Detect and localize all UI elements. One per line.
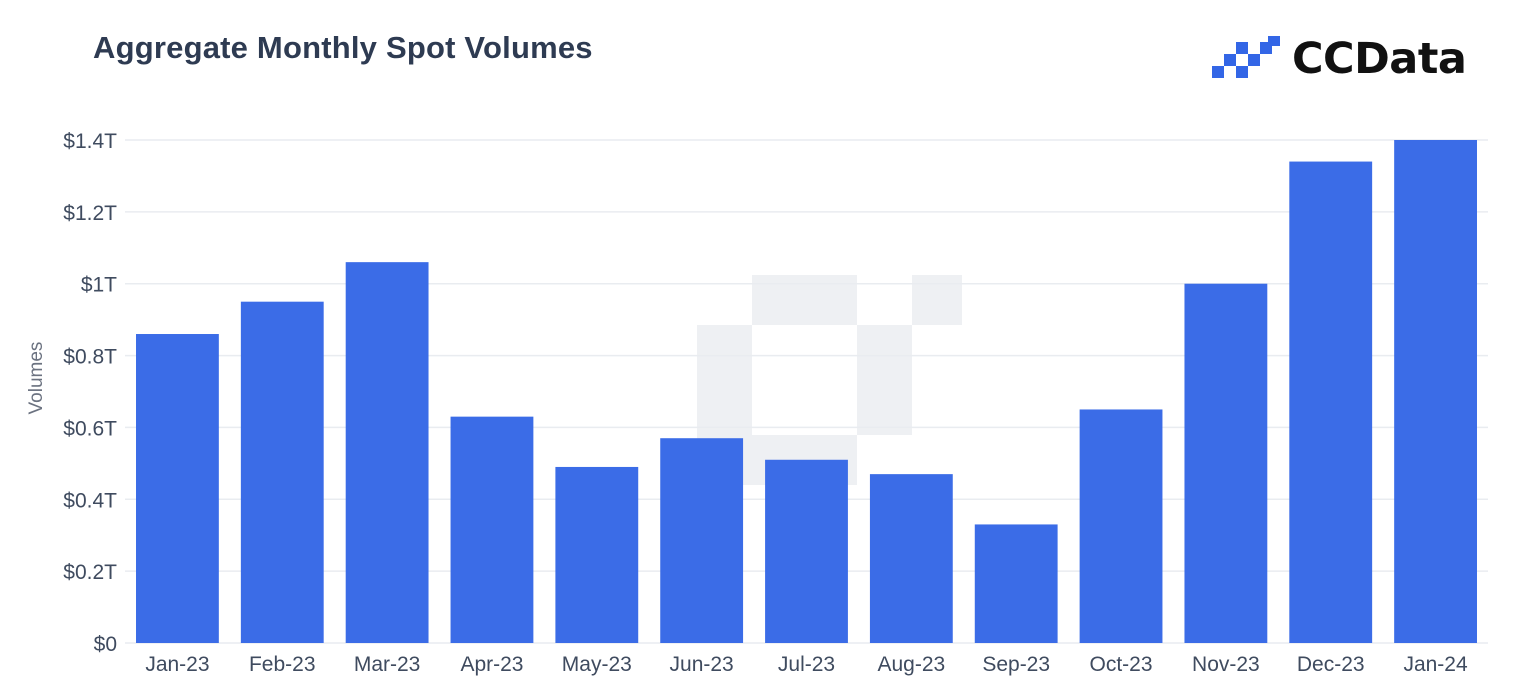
brand: CCData [1212,34,1467,84]
x-tick-label: Jan-24 [1403,653,1468,676]
y-tick-label: $0 [94,633,117,656]
bar [1394,140,1477,643]
y-axis-ticks: $0 $0.2T $0.4T $0.6T $0.8T $1T $1.2T $1.4T [63,130,117,656]
y-tick-label: $0.2T [63,561,117,584]
x-tick-label: Nov-23 [1192,653,1260,676]
bar [1289,161,1373,644]
bar [869,474,953,643]
chart-title: Aggregate Monthly Spot Volumes [93,30,593,65]
watermark-block [857,325,912,435]
watermark-block [752,275,857,325]
y-tick-label: $1.2T [63,202,117,225]
x-tick-label: Mar-23 [354,653,421,676]
bar [974,524,1058,643]
bars [136,140,1477,644]
watermark-block [912,275,962,325]
y-tick-label: $0.8T [63,346,117,369]
x-tick-label: Sep-23 [982,653,1050,676]
bar [136,334,219,643]
y-tick-label: $0.6T [63,417,117,440]
bar [345,262,429,643]
y-tick-label: $1.4T [63,130,117,153]
y-tick-label: $0.4T [63,489,117,512]
bar [1184,283,1268,643]
x-tick-label: Jan-23 [145,653,209,676]
brand-name: CCData [1292,34,1467,84]
x-tick-label: Dec-23 [1297,653,1365,676]
x-tick-label: Feb-23 [249,653,316,676]
x-tick-label: Apr-23 [460,653,523,676]
bar [450,416,534,643]
x-tick-label: May-23 [562,653,632,676]
x-tick-label: Jun-23 [670,653,734,676]
bar [240,301,324,643]
y-axis-title: Volumes [26,342,47,415]
bar [660,438,744,643]
bar [765,459,848,643]
x-tick-label: Oct-23 [1090,653,1153,676]
x-tick-label: Jul-23 [778,653,835,676]
y-tick-label: $1T [81,274,117,297]
x-axis-labels: Jan-23 Feb-23 Mar-23 Apr-23 May-23 Jun-23 Jul-… [145,653,1468,676]
x-tick-label: Aug-23 [877,653,945,676]
bar [1079,409,1163,643]
bar [555,466,639,643]
ccdata-logo-icon [1212,36,1280,78]
